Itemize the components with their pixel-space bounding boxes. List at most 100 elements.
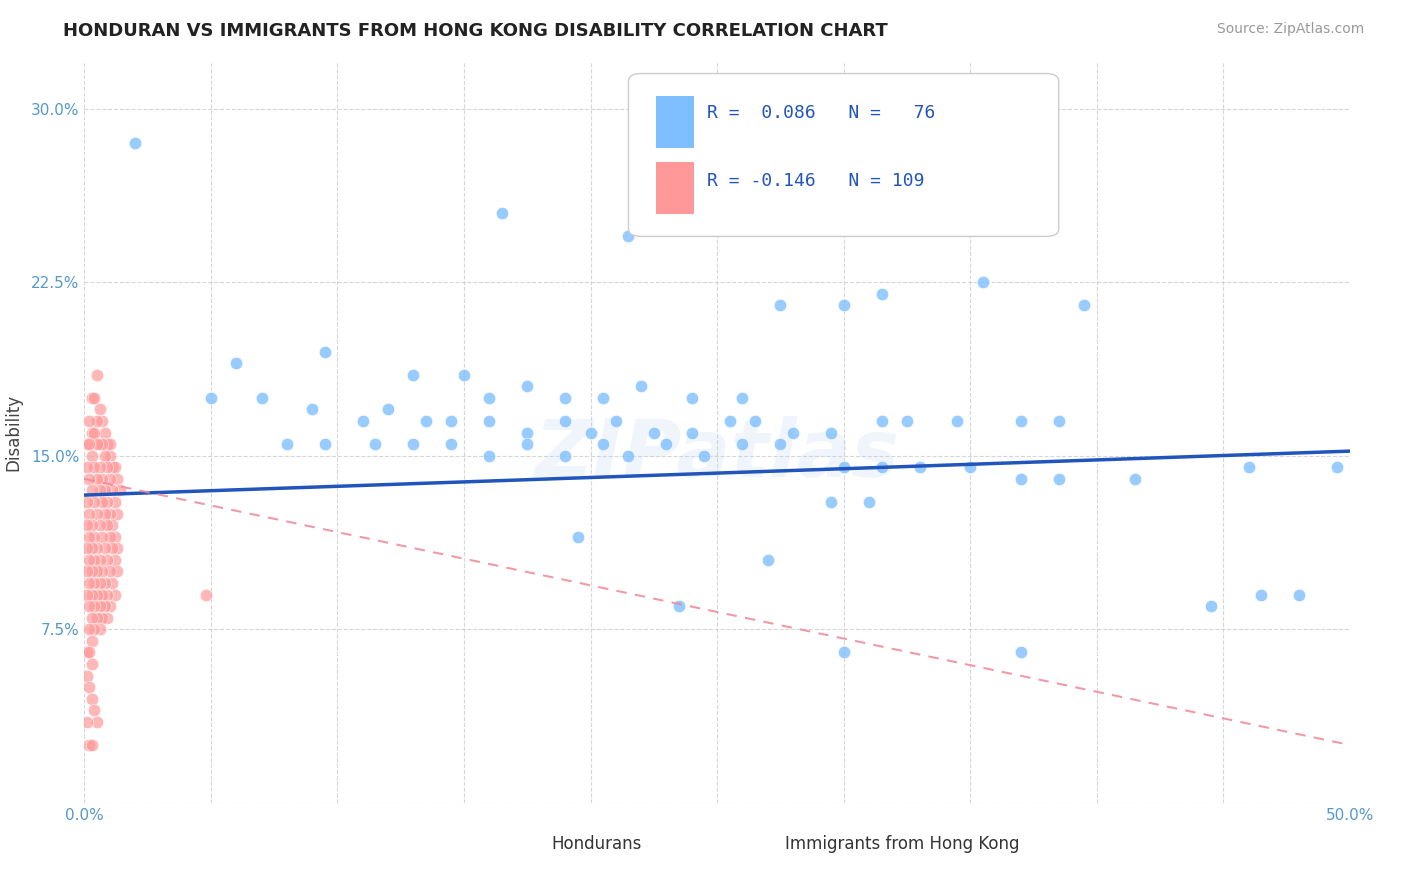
Point xyxy=(86,472,108,486)
Point xyxy=(86,437,108,451)
Point xyxy=(79,576,101,591)
Point xyxy=(946,414,969,428)
Point xyxy=(91,530,114,544)
Point xyxy=(89,622,111,636)
Point xyxy=(693,449,716,463)
Point xyxy=(731,391,754,405)
Point xyxy=(769,298,792,312)
Point xyxy=(314,437,336,451)
Point xyxy=(1073,298,1095,312)
Point xyxy=(80,541,103,556)
Point xyxy=(1250,588,1272,602)
Point xyxy=(96,553,118,567)
Text: Hondurans: Hondurans xyxy=(551,835,641,853)
Point xyxy=(105,541,128,556)
Point xyxy=(79,472,101,486)
Point xyxy=(86,610,108,624)
Text: Immigrants from Hong Kong: Immigrants from Hong Kong xyxy=(786,835,1019,853)
Point xyxy=(731,437,754,451)
Point xyxy=(567,530,589,544)
Point xyxy=(93,507,115,521)
Point xyxy=(858,495,880,509)
Point xyxy=(91,472,114,486)
Point xyxy=(105,565,128,579)
FancyBboxPatch shape xyxy=(628,73,1059,236)
Point xyxy=(83,703,105,717)
Point xyxy=(83,576,105,591)
Point xyxy=(79,622,101,636)
Point xyxy=(105,472,128,486)
Point xyxy=(83,599,105,614)
Point xyxy=(105,507,128,521)
Point xyxy=(870,286,893,301)
Point xyxy=(1047,414,1070,428)
Point xyxy=(86,565,108,579)
Point xyxy=(79,437,101,451)
Point xyxy=(478,449,501,463)
Point xyxy=(80,633,103,648)
Point xyxy=(364,437,387,451)
Point xyxy=(93,541,115,556)
Point xyxy=(440,414,463,428)
Point xyxy=(83,460,105,475)
Point xyxy=(820,425,842,440)
Point xyxy=(959,460,981,475)
Point xyxy=(554,449,576,463)
Point xyxy=(516,437,538,451)
Point xyxy=(80,657,103,671)
Point xyxy=(98,530,121,544)
Point xyxy=(1288,588,1310,602)
Point xyxy=(1326,460,1348,475)
Point xyxy=(250,391,273,405)
Point xyxy=(352,414,374,428)
Point xyxy=(80,738,103,752)
Point xyxy=(79,530,101,544)
Point xyxy=(83,495,105,509)
Point xyxy=(80,588,103,602)
Point xyxy=(80,391,103,405)
Point xyxy=(91,588,114,602)
Point xyxy=(80,483,103,498)
Point xyxy=(896,414,918,428)
FancyBboxPatch shape xyxy=(657,162,695,214)
Point xyxy=(80,518,103,533)
Point xyxy=(681,391,703,405)
Point xyxy=(98,599,121,614)
FancyBboxPatch shape xyxy=(515,830,543,858)
Point xyxy=(276,437,298,451)
Point xyxy=(832,460,855,475)
Point xyxy=(83,553,105,567)
Point xyxy=(89,599,111,614)
Point xyxy=(440,437,463,451)
Point xyxy=(83,425,105,440)
Point xyxy=(86,541,108,556)
Point xyxy=(98,472,121,486)
Point xyxy=(80,449,103,463)
Point xyxy=(101,541,124,556)
FancyBboxPatch shape xyxy=(657,95,695,147)
Point xyxy=(86,714,108,729)
Point xyxy=(592,391,614,405)
Text: R = -0.146   N = 109: R = -0.146 N = 109 xyxy=(707,172,924,190)
Point xyxy=(516,425,538,440)
Point xyxy=(200,391,222,405)
Point xyxy=(98,565,121,579)
Point xyxy=(76,565,98,579)
Point xyxy=(86,414,108,428)
Point xyxy=(80,691,103,706)
Point xyxy=(76,541,98,556)
Point xyxy=(478,391,501,405)
Point xyxy=(605,414,627,428)
Point xyxy=(301,402,323,417)
Point xyxy=(108,483,131,498)
Text: Source: ZipAtlas.com: Source: ZipAtlas.com xyxy=(1216,22,1364,37)
Point xyxy=(93,483,115,498)
Point xyxy=(89,437,111,451)
Text: HONDURAN VS IMMIGRANTS FROM HONG KONG DISABILITY CORRELATION CHART: HONDURAN VS IMMIGRANTS FROM HONG KONG DI… xyxy=(63,22,889,40)
Point xyxy=(83,530,105,544)
Point xyxy=(93,576,115,591)
Point xyxy=(89,576,111,591)
Point xyxy=(554,391,576,405)
Point xyxy=(86,368,108,382)
Point xyxy=(225,356,247,370)
